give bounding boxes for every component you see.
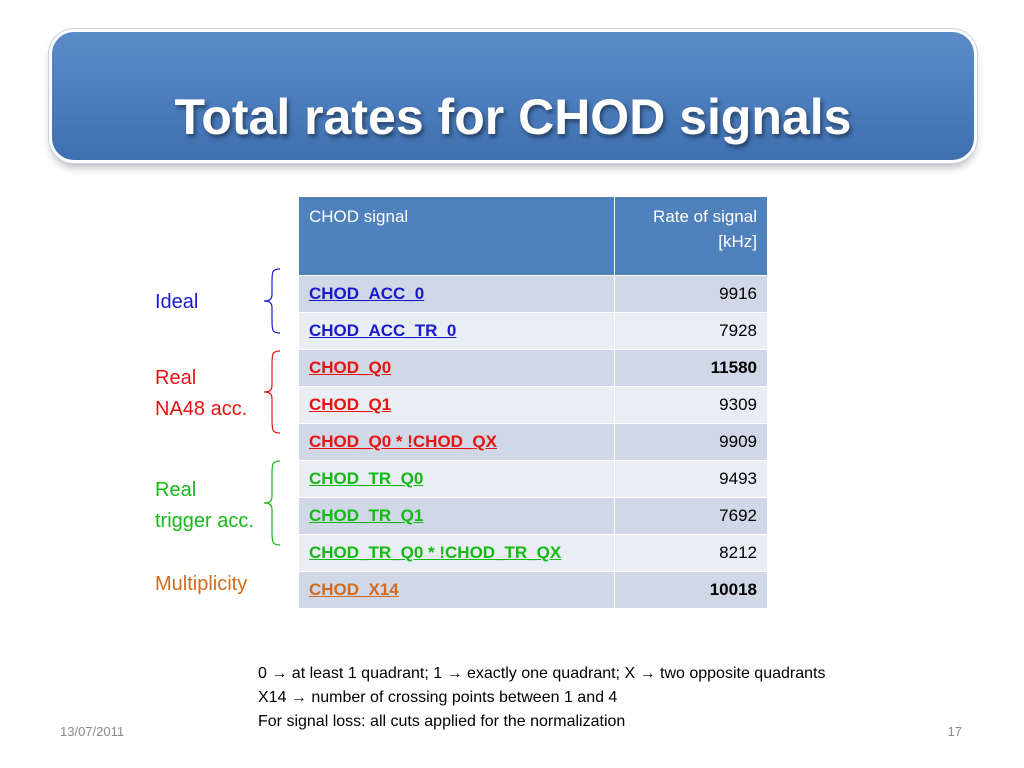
rate-value-cell: 8212 bbox=[614, 534, 768, 572]
signal-name-cell: CHOD_TR_Q0 * !CHOD_TR_QX bbox=[298, 534, 615, 572]
slide-title: Total rates for CHOD signals bbox=[174, 89, 852, 145]
rate-value-cell: 11580 bbox=[614, 349, 768, 387]
table-row: CHOD_Q1 9309 bbox=[298, 386, 768, 424]
signal-name-cell: CHOD_Q1 bbox=[298, 386, 615, 424]
table-header-row: CHOD signal Rate of signal [kHz] bbox=[298, 196, 768, 276]
signal-name-cell: CHOD_X14 bbox=[298, 571, 615, 609]
table-row: CHOD_X14 10018 bbox=[298, 571, 768, 609]
rate-value-cell: 9909 bbox=[614, 423, 768, 461]
header-rate: Rate of signal [kHz] bbox=[614, 196, 768, 276]
rate-value-cell: 9309 bbox=[614, 386, 768, 424]
brace-real-na48 bbox=[263, 350, 281, 434]
signal-name-cell: CHOD_TR_Q1 bbox=[298, 497, 615, 535]
footer-date: 13/07/2011 bbox=[60, 724, 125, 739]
group-label-ideal: Ideal bbox=[155, 291, 199, 313]
signal-name-cell: CHOD_TR_Q0 bbox=[298, 460, 615, 498]
table-row: CHOD_Q0 11580 bbox=[298, 349, 768, 387]
brace-ideal bbox=[263, 268, 281, 334]
signal-name-cell: CHOD_Q0 * !CHOD_QX bbox=[298, 423, 615, 461]
rates-table: CHOD signal Rate of signal [kHz] CHOD_AC… bbox=[298, 196, 768, 609]
signal-name-cell: CHOD_ACC_TR_0 bbox=[298, 312, 615, 350]
rate-value-cell: 7692 bbox=[614, 497, 768, 535]
table-row: CHOD_TR_Q1 7692 bbox=[298, 497, 768, 535]
rate-value-cell: 9493 bbox=[614, 460, 768, 498]
group-label-real-na48: Real NA48 acc. bbox=[155, 367, 248, 420]
table-row: CHOD_ACC_0 9916 bbox=[298, 275, 768, 313]
footnote-line-1: 0 → at least 1 quadrant; 1 → exactly one… bbox=[258, 665, 826, 682]
footnote-line-3: For signal loss: all cuts applied for th… bbox=[258, 713, 626, 730]
signal-name-cell: CHOD_Q0 bbox=[298, 349, 615, 387]
table-row: CHOD_Q0 * !CHOD_QX 9909 bbox=[298, 423, 768, 461]
table-row: CHOD_TR_Q0 9493 bbox=[298, 460, 768, 498]
table-row: CHOD_ACC_TR_0 7928 bbox=[298, 312, 768, 350]
table-row: CHOD_TR_Q0 * !CHOD_TR_QX 8212 bbox=[298, 534, 768, 572]
signal-name-cell: CHOD_ACC_0 bbox=[298, 275, 615, 313]
footnote: 0 → at least 1 quadrant; 1 → exactly one… bbox=[258, 662, 825, 734]
brace-real-trigger bbox=[263, 460, 281, 546]
rate-value-cell: 10018 bbox=[614, 571, 768, 609]
rate-value-cell: 7928 bbox=[614, 312, 768, 350]
rate-value-cell: 9916 bbox=[614, 275, 768, 313]
group-label-multiplicity: Multiplicity bbox=[155, 573, 248, 595]
header-chod-signal: CHOD signal bbox=[298, 196, 615, 276]
group-label-real-trigger: Real trigger acc. bbox=[155, 479, 254, 532]
table-body: CHOD_ACC_0 9916 CHOD_ACC_TR_0 7928 CHOD_Q0 11… bbox=[298, 275, 768, 609]
title-banner: Total rates for CHOD signals bbox=[52, 32, 974, 160]
page-number: 17 bbox=[947, 724, 962, 739]
footnote-line-2: X14 → number of crossing points between … bbox=[258, 689, 618, 706]
